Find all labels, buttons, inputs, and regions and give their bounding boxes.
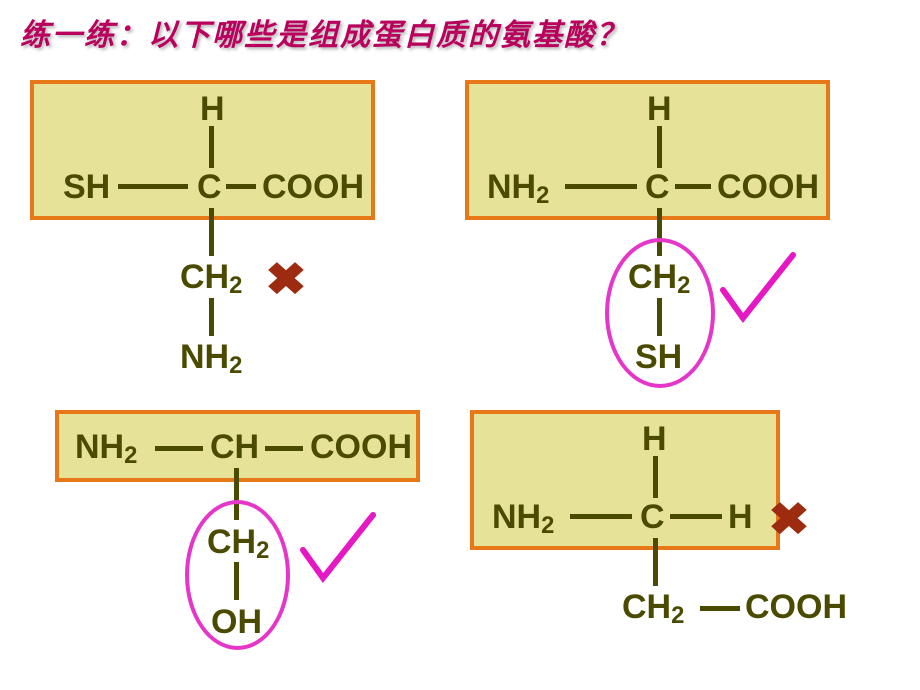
atom-C: C bbox=[197, 170, 222, 204]
bond bbox=[265, 446, 303, 451]
page-title: 练一练：以下哪些是组成蛋白质的氨基酸？ bbox=[20, 10, 628, 54]
atom-C: C bbox=[640, 500, 665, 534]
bond bbox=[700, 606, 740, 611]
atom-COOH: COOH bbox=[262, 170, 364, 204]
atom-H-right: H bbox=[728, 500, 753, 534]
bond bbox=[209, 208, 214, 256]
atom-NH2: NH2 bbox=[180, 340, 242, 374]
atom-H: H bbox=[647, 92, 672, 126]
bond bbox=[209, 298, 214, 336]
atom-COOH: COOH bbox=[717, 170, 819, 204]
bond bbox=[118, 184, 188, 189]
x-mark-icon: ✖ bbox=[768, 493, 810, 545]
bond bbox=[675, 184, 711, 189]
bond bbox=[209, 126, 214, 168]
check-mark-icon bbox=[295, 510, 385, 600]
check-mark-icon bbox=[715, 250, 805, 340]
atom-COOH: COOH bbox=[745, 590, 847, 624]
bond bbox=[565, 184, 637, 189]
bond bbox=[570, 514, 632, 519]
bond bbox=[653, 456, 658, 498]
bond bbox=[657, 126, 662, 168]
atom-CH2: CH2 bbox=[180, 260, 242, 294]
atom-NH2: NH2 bbox=[487, 170, 549, 204]
atom-SH: SH bbox=[63, 170, 110, 204]
atom-NH2: NH2 bbox=[75, 430, 137, 464]
atom-C: C bbox=[645, 170, 670, 204]
bond bbox=[653, 538, 658, 586]
diagram-area: H SH C COOH CH2 NH2 ✖ H NH2 C COOH CH2 S… bbox=[0, 60, 920, 690]
bond bbox=[670, 514, 722, 519]
atom-CH2: CH2 bbox=[622, 590, 684, 624]
atom-H: H bbox=[200, 92, 225, 126]
atom-CH: CH bbox=[210, 430, 259, 464]
atom-COOH: COOH bbox=[310, 430, 412, 464]
bond bbox=[155, 446, 203, 451]
bond bbox=[226, 184, 256, 189]
x-mark-icon: ✖ bbox=[265, 253, 307, 305]
atom-H: H bbox=[642, 422, 667, 456]
atom-NH2: NH2 bbox=[492, 500, 554, 534]
circle-highlight bbox=[185, 500, 290, 650]
circle-highlight bbox=[605, 238, 715, 388]
